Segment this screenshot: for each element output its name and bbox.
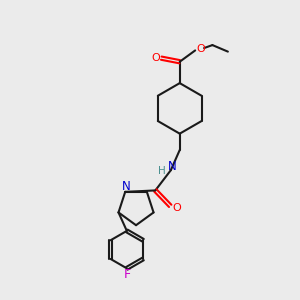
Text: F: F: [123, 268, 130, 281]
Text: N: N: [122, 180, 130, 193]
Text: O: O: [172, 203, 181, 213]
Text: H: H: [158, 167, 166, 176]
Text: N: N: [168, 160, 176, 172]
Text: O: O: [151, 52, 160, 63]
Text: O: O: [197, 44, 206, 54]
